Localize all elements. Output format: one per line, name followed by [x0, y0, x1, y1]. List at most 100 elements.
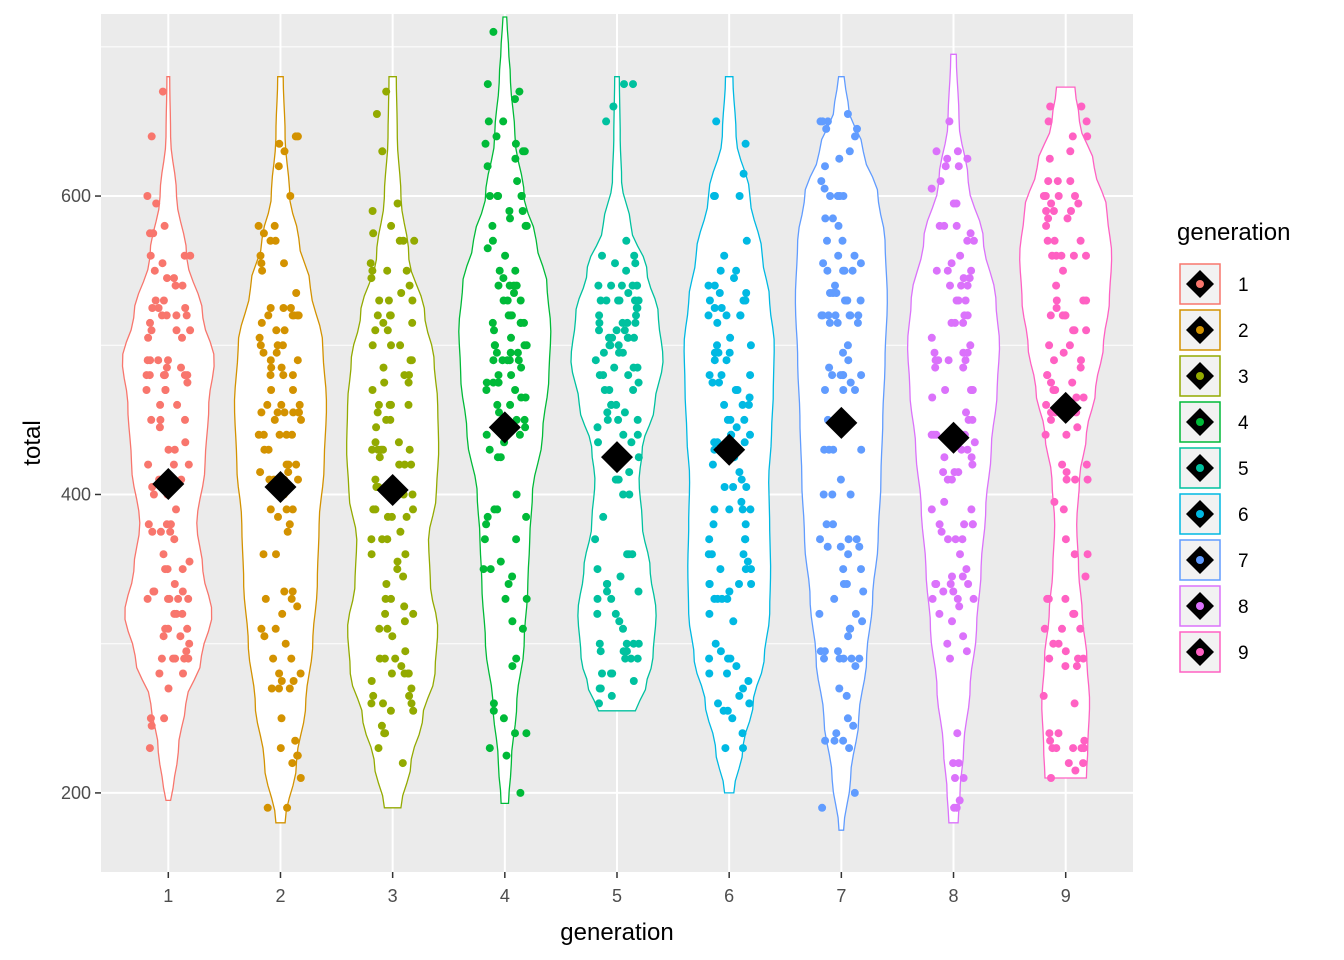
point-gen-3	[375, 296, 384, 305]
point-gen-9	[1045, 154, 1054, 163]
point-gen-9	[1050, 497, 1059, 506]
point-gen-3	[380, 378, 389, 387]
point-gen-7	[835, 154, 844, 163]
point-gen-8	[943, 266, 952, 275]
point-gen-9	[1072, 393, 1081, 402]
point-gen-2	[272, 550, 280, 559]
violin-1	[121, 76, 215, 802]
point-gen-3	[408, 318, 417, 327]
mean-marker-9	[1049, 391, 1082, 424]
point-gen-1	[177, 363, 185, 372]
point-gen-3	[386, 311, 395, 320]
point-gen-1	[143, 594, 152, 603]
point-gen-8	[951, 774, 959, 782]
point-gen-9	[1082, 296, 1091, 305]
point-gen-3	[404, 669, 413, 678]
legend-item-5: 5	[1179, 447, 1249, 489]
point-gen-9	[1047, 415, 1055, 424]
point-gen-3	[407, 356, 416, 365]
point-gen-7	[844, 550, 853, 559]
point-gen-2	[266, 505, 275, 514]
point-gen-2	[264, 311, 273, 320]
point-gen-2	[260, 632, 269, 641]
point-gen-4	[518, 624, 527, 633]
legend-label: 9	[1238, 643, 1249, 664]
point-gen-5	[634, 378, 643, 387]
point-gen-8	[935, 609, 944, 618]
point-gen-3	[400, 602, 409, 611]
point-gen-7	[823, 266, 832, 275]
point-gen-3	[374, 400, 383, 409]
point-gen-5	[618, 318, 627, 327]
point-gen-1	[144, 520, 153, 529]
point-gen-3	[378, 147, 387, 156]
point-gen-2	[280, 326, 289, 335]
point-gen-3	[405, 281, 414, 290]
x-tick-label: 5	[612, 886, 622, 906]
point-gen-8	[928, 594, 937, 603]
point-gen-7	[825, 363, 834, 372]
point-gen-9	[1054, 192, 1063, 200]
point-gen-9	[1066, 177, 1075, 186]
point-gen-4	[518, 207, 527, 215]
point-gen-5	[607, 281, 616, 290]
point-gen-2	[270, 415, 279, 424]
point-gen-7	[838, 236, 847, 245]
point-gen-5	[593, 423, 602, 432]
point-gen-3	[402, 512, 411, 521]
point-gen-3	[368, 207, 377, 215]
point-gen-1	[157, 654, 166, 663]
point-gen-4	[512, 535, 521, 544]
point-gen-5	[617, 281, 626, 290]
point-gen-7	[857, 565, 865, 574]
point-gen-9	[1061, 594, 1070, 603]
point-gen-8	[970, 438, 979, 447]
point-gen-2	[289, 386, 297, 394]
point-gen-4	[495, 408, 503, 417]
point-gen-8	[944, 356, 953, 365]
point-gen-6	[705, 654, 714, 663]
point-gen-3	[367, 550, 376, 559]
point-gen-5	[595, 318, 604, 327]
point-gen-6	[717, 304, 726, 312]
point-gen-6	[705, 580, 714, 588]
point-gen-7	[850, 788, 859, 797]
point-gen-4	[521, 423, 530, 432]
x-tick-label: 2	[275, 886, 285, 906]
point-gen-5	[602, 296, 611, 305]
point-gen-6	[724, 654, 732, 663]
point-gen-1	[152, 199, 161, 208]
point-gen-5	[616, 572, 625, 581]
point-gen-4	[490, 505, 499, 514]
point-gen-5	[634, 453, 643, 462]
point-gen-9	[1083, 475, 1092, 484]
point-gen-4	[501, 594, 510, 603]
point-gen-7	[856, 296, 865, 305]
point-gen-1	[146, 714, 155, 723]
point-gen-9	[1046, 736, 1055, 745]
legend-dot-icon	[1196, 648, 1204, 656]
point-gen-6	[708, 460, 717, 469]
point-gen-9	[1071, 766, 1080, 775]
point-gen-9	[1070, 550, 1079, 559]
point-gen-1	[160, 221, 169, 230]
point-gen-2	[269, 654, 278, 663]
point-gen-3	[382, 415, 391, 424]
point-gen-8	[949, 759, 958, 768]
point-gen-6	[741, 535, 749, 544]
point-gen-8	[941, 162, 950, 171]
point-gen-4	[513, 177, 522, 186]
point-gen-4	[506, 214, 514, 223]
point-gen-5	[609, 102, 618, 111]
point-gen-8	[927, 184, 936, 193]
point-gen-1	[181, 415, 189, 424]
point-gen-2	[294, 475, 302, 484]
point-gen-1	[145, 371, 154, 380]
point-gen-4	[489, 27, 498, 36]
point-gen-8	[956, 550, 964, 559]
point-gen-9	[1076, 363, 1085, 372]
point-gen-3	[388, 632, 397, 641]
point-gen-2	[255, 333, 264, 342]
point-gen-6	[733, 386, 742, 394]
point-gen-7	[857, 371, 866, 380]
